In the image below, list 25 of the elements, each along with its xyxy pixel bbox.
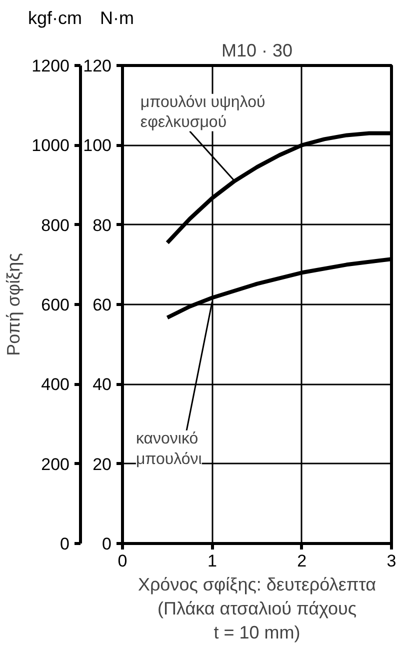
y2-tick-label: 20 <box>92 454 112 474</box>
x-tick-label: 2 <box>297 552 307 570</box>
y2-tick-label: 80 <box>92 216 112 235</box>
chart-title: M10 · 30 <box>221 40 293 60</box>
y-tick-label: 200 <box>41 454 70 474</box>
x-tick-label: 0 <box>118 552 128 570</box>
series-label: μπουλόνι υψηλού εφελκυσμού <box>140 94 266 132</box>
text: κανονικό μπουλόνι <box>136 430 202 468</box>
y2-tick-label: 100 <box>83 136 112 156</box>
y-tick-label: 400 <box>41 375 70 394</box>
x-axis-title: Χρόνος σφίξης: δευτερόλεπτα (Πλάκα ατσαλιού πάχους t = 10 mm) <box>138 574 376 642</box>
y-tick-label: 0 <box>60 534 70 554</box>
y-axis-title: Ροπή σφίξης <box>4 252 24 356</box>
y2-tick-label: 0 <box>102 534 112 554</box>
x-tick-label: 3 <box>386 552 396 570</box>
y-tick-label: 600 <box>41 296 70 314</box>
y2-tick-label: 60 <box>92 296 112 314</box>
y2-tick-label: 40 <box>92 375 112 394</box>
text: N·m <box>100 7 134 30</box>
y-tick-label: 1000 <box>32 136 70 156</box>
text: kgf·cm <box>28 7 82 30</box>
x-tick-label: 1 <box>207 552 217 570</box>
y-tick-label: 1200 <box>32 56 70 76</box>
y2-tick-label: 120 <box>83 56 112 76</box>
y-tick-label: 800 <box>41 216 70 235</box>
